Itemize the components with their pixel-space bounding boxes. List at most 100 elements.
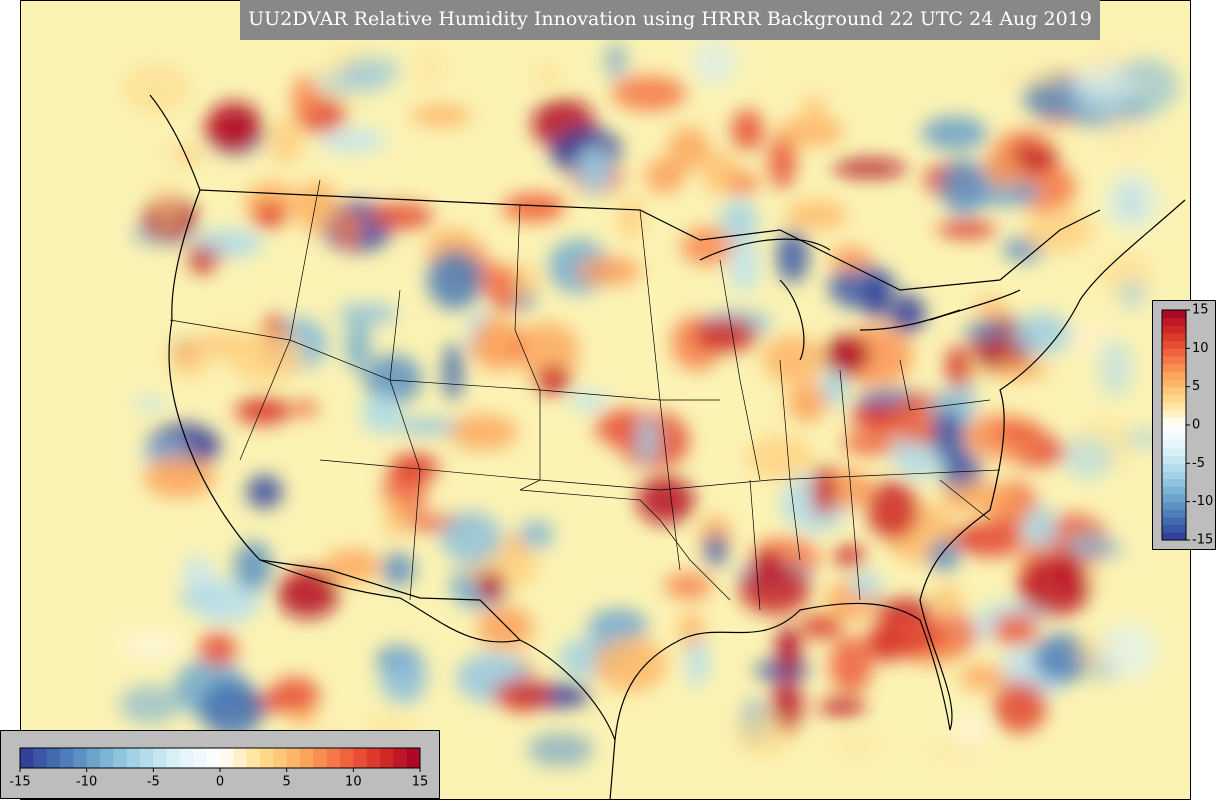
- colorbar-swatch: [1162, 363, 1186, 372]
- field-blob: [829, 636, 873, 694]
- field-blob: [1032, 633, 1092, 683]
- field-blob: [381, 552, 415, 587]
- colorbar-swatch: [20, 748, 34, 768]
- field-blob: [336, 208, 360, 250]
- colorbar-tick-label: 0: [216, 775, 224, 790]
- field-blob: [728, 240, 761, 293]
- colorbar-swatch: [180, 748, 194, 768]
- field-blob: [850, 571, 882, 600]
- colorbar-swatch: [1162, 417, 1186, 426]
- colorbar-swatch: [1162, 310, 1186, 319]
- field-blob: [593, 636, 668, 693]
- border: [259, 559, 521, 641]
- colorbar-swatch: [1162, 379, 1186, 388]
- colorbar-swatch: [273, 748, 288, 768]
- field-blob: [850, 404, 904, 429]
- colorbar-tick-label: 5: [1192, 379, 1200, 394]
- field-blob: [576, 256, 642, 286]
- colorbar-swatch: [260, 748, 274, 768]
- field-blob: [205, 101, 263, 154]
- field-blob: [618, 196, 644, 241]
- field-blob: [182, 555, 213, 592]
- colorbar-tick-label: -15: [9, 775, 30, 790]
- field-blob: [158, 138, 179, 161]
- field-blob: [992, 612, 1039, 646]
- field-blob: [379, 650, 428, 705]
- field-blob: [1097, 338, 1133, 398]
- field-blob: [478, 264, 519, 298]
- field-blob: [514, 322, 580, 381]
- field-blob: [841, 430, 906, 455]
- colorbar-tick-label: 10: [1192, 341, 1209, 356]
- field-blob: [121, 63, 192, 116]
- field-blob: [199, 680, 265, 738]
- colorbar-swatch: [1162, 448, 1186, 457]
- colorbar-tick-label: -5: [1192, 456, 1205, 471]
- colorbar-swatch: [300, 748, 314, 768]
- colorbar-tick-label: 15: [1192, 303, 1209, 318]
- field-blob: [568, 391, 609, 411]
- field-blob: [535, 365, 572, 395]
- colorbar-tick-label: 5: [283, 775, 291, 790]
- field-blob: [768, 132, 797, 190]
- field-blob: [834, 544, 866, 569]
- colorbar-swatch: [1162, 333, 1186, 342]
- field-blob: [296, 180, 339, 234]
- field-blob: [132, 395, 168, 414]
- field-blob: [336, 303, 398, 325]
- field-blob: [937, 220, 997, 239]
- colorbar-swatch: [1162, 463, 1186, 472]
- field-blob: [119, 684, 181, 725]
- title-box: [240, 0, 1100, 40]
- colorbar-swatch: [33, 748, 48, 768]
- colorbar-swatch: [340, 748, 354, 768]
- colorbar-tick-label: 10: [345, 775, 362, 790]
- field-blob: [576, 146, 614, 195]
- colorbar-swatch: [1162, 517, 1186, 526]
- colorbar-swatch: [113, 748, 128, 768]
- colorbar-swatch: [1162, 509, 1186, 518]
- field-blob: [410, 104, 472, 127]
- field-blob: [234, 397, 292, 425]
- field-blob: [246, 474, 283, 509]
- field-blob: [753, 549, 783, 581]
- colorbar-tick-label: -10: [76, 775, 97, 790]
- field-blob: [276, 570, 339, 619]
- colorbar-swatch: [1162, 478, 1186, 487]
- colorbar-swatch: [1162, 317, 1186, 326]
- field-blob: [189, 247, 216, 274]
- field-blob: [412, 45, 446, 92]
- field-blob: [228, 331, 304, 385]
- colorbar-swatch: [166, 748, 181, 768]
- colorbar-swatch: [1162, 348, 1186, 357]
- colorbar-swatch: [1162, 440, 1186, 449]
- boundaries: [149, 94, 1186, 800]
- field-blob: [292, 399, 318, 417]
- colorbar-swatch: [380, 748, 394, 768]
- colorbar-swatch: [1162, 471, 1186, 480]
- field-blob: [320, 128, 387, 153]
- field-blob: [777, 116, 845, 147]
- field-blob: [527, 732, 594, 768]
- field-blob: [787, 382, 827, 423]
- field-blob: [252, 201, 287, 229]
- field-blob: [866, 480, 919, 540]
- field-blob: [818, 697, 867, 717]
- field-blob: [667, 126, 710, 170]
- field-blob: [921, 115, 988, 151]
- field-blob: [189, 578, 261, 624]
- colorbar-swatch: [193, 748, 208, 768]
- field-blob: [761, 334, 825, 384]
- field-blob: [476, 570, 505, 601]
- colorbar-swatch: [1162, 425, 1186, 434]
- field-blob: [442, 342, 464, 402]
- field-blob: [1117, 280, 1146, 309]
- field-blob: [973, 298, 1008, 317]
- field-blob: [803, 94, 826, 119]
- colorbar-swatch: [246, 748, 261, 768]
- field-blob: [155, 178, 181, 234]
- field-blob: [691, 38, 738, 87]
- colorbar-swatch: [326, 748, 341, 768]
- colorbar-swatch: [1162, 494, 1186, 503]
